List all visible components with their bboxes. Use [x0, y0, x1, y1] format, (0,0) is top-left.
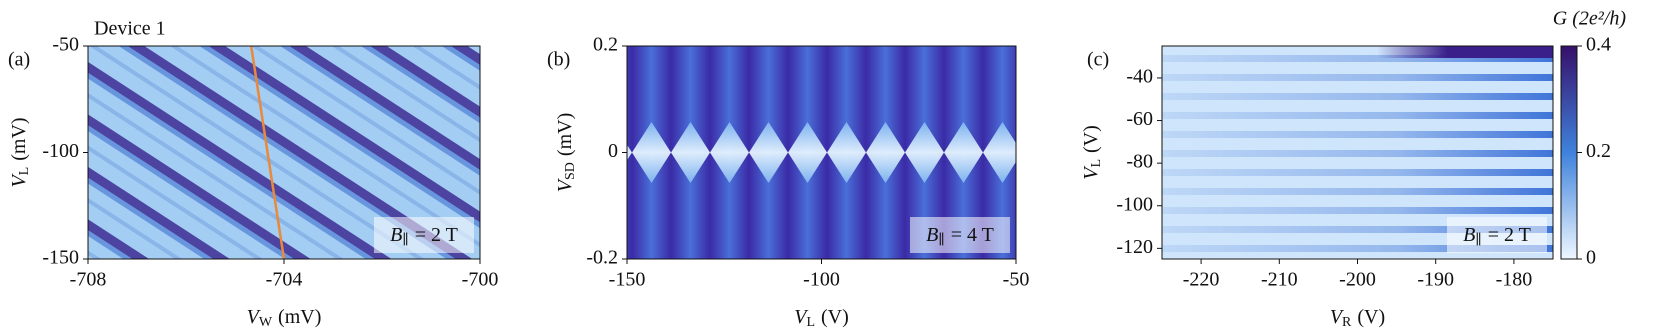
x-tick-label: -200	[1339, 269, 1376, 291]
y-tick-label: 0	[608, 140, 618, 162]
x-tick-label: -190	[1417, 269, 1454, 291]
y-tick-label: 0.2	[593, 34, 618, 56]
y-tick-label: -100	[1116, 193, 1153, 215]
text: = 2 T	[1488, 224, 1531, 246]
x-tick-label: -50	[1003, 269, 1030, 291]
x-tick-label: -704	[266, 269, 303, 291]
subscript: L	[1089, 159, 1104, 168]
x-tick-label: -708	[70, 269, 107, 291]
colorbar-label: G (2e²/h)	[1553, 8, 1627, 30]
y-axis-label: VSD (mV)	[554, 113, 579, 192]
colorbar	[1560, 45, 1578, 260]
x-tick-label: -700	[462, 269, 499, 291]
y-axis-label: VL (V)	[1080, 125, 1105, 180]
symbol: V	[1330, 306, 1345, 328]
panel-label: (a)	[8, 49, 30, 71]
text: = 4 T	[951, 224, 994, 246]
x-tick-label: -150	[609, 269, 646, 291]
heatmap-patch	[1377, 46, 1553, 58]
y-tick-label: -80	[1126, 151, 1153, 173]
panel-label: (b)	[547, 49, 570, 71]
unit: (mV)	[278, 306, 321, 328]
subscript: ∥	[402, 232, 408, 248]
line	[249, 45, 286, 260]
subscript: L	[806, 315, 815, 330]
symbol: B	[390, 224, 402, 246]
unit: (V)	[1357, 306, 1385, 328]
unit: (mV)	[554, 113, 576, 156]
annotation: B∥ = 2 T	[1463, 224, 1531, 249]
colorbar-tick-label: 0.2	[1586, 140, 1611, 162]
y-tick-label: -60	[1126, 108, 1153, 130]
symbol: V	[794, 306, 809, 328]
unit: (mV)	[8, 117, 30, 160]
y-tick-label: -50	[52, 34, 79, 56]
symbol: V	[8, 173, 30, 188]
y-axis-label: VL (mV)	[8, 117, 33, 187]
annotation-box	[374, 217, 474, 253]
y-tick-label: -100	[42, 140, 79, 162]
x-tick-label: -100	[803, 269, 840, 291]
subscript: L	[17, 167, 32, 176]
panel-label: (c)	[1087, 49, 1109, 71]
symbol: B	[1463, 224, 1475, 246]
x-tick-label: -210	[1261, 269, 1298, 291]
text: = 2 T	[415, 224, 458, 246]
subscript: ∥	[1475, 232, 1481, 248]
subscript: R	[1342, 315, 1352, 330]
symbol: B	[926, 224, 938, 246]
annotation-box	[1447, 217, 1547, 253]
x-axis-label: VR (V)	[1330, 306, 1385, 331]
annotation: B∥ = 2 T	[390, 224, 458, 249]
x-tick-label: -180	[1496, 269, 1533, 291]
x-axis-label: VW (mV)	[247, 306, 322, 331]
annotation-box	[910, 217, 1010, 253]
subscript: W	[259, 315, 273, 330]
y-tick-label: -40	[1126, 66, 1153, 88]
subscript: ∥	[938, 232, 944, 248]
subscript: SD	[563, 162, 578, 180]
symbol: V	[554, 177, 576, 192]
colorbar-tick-label: 0.4	[1586, 34, 1611, 56]
y-tick-label: -0.2	[586, 247, 618, 269]
y-tick-label: -120	[1116, 236, 1153, 258]
colorbar-tick-label: 0	[1586, 247, 1596, 269]
y-tick-label: -150	[42, 247, 79, 269]
x-tick-label: -220	[1183, 269, 1220, 291]
symbol: V	[1080, 165, 1102, 180]
annotation: B∥ = 4 T	[926, 224, 994, 249]
unit: (V)	[1080, 125, 1102, 153]
device-label: Device 1	[94, 18, 166, 40]
unit: (V)	[821, 306, 849, 328]
symbol: V	[247, 306, 262, 328]
x-axis-label: VL (V)	[794, 306, 849, 331]
